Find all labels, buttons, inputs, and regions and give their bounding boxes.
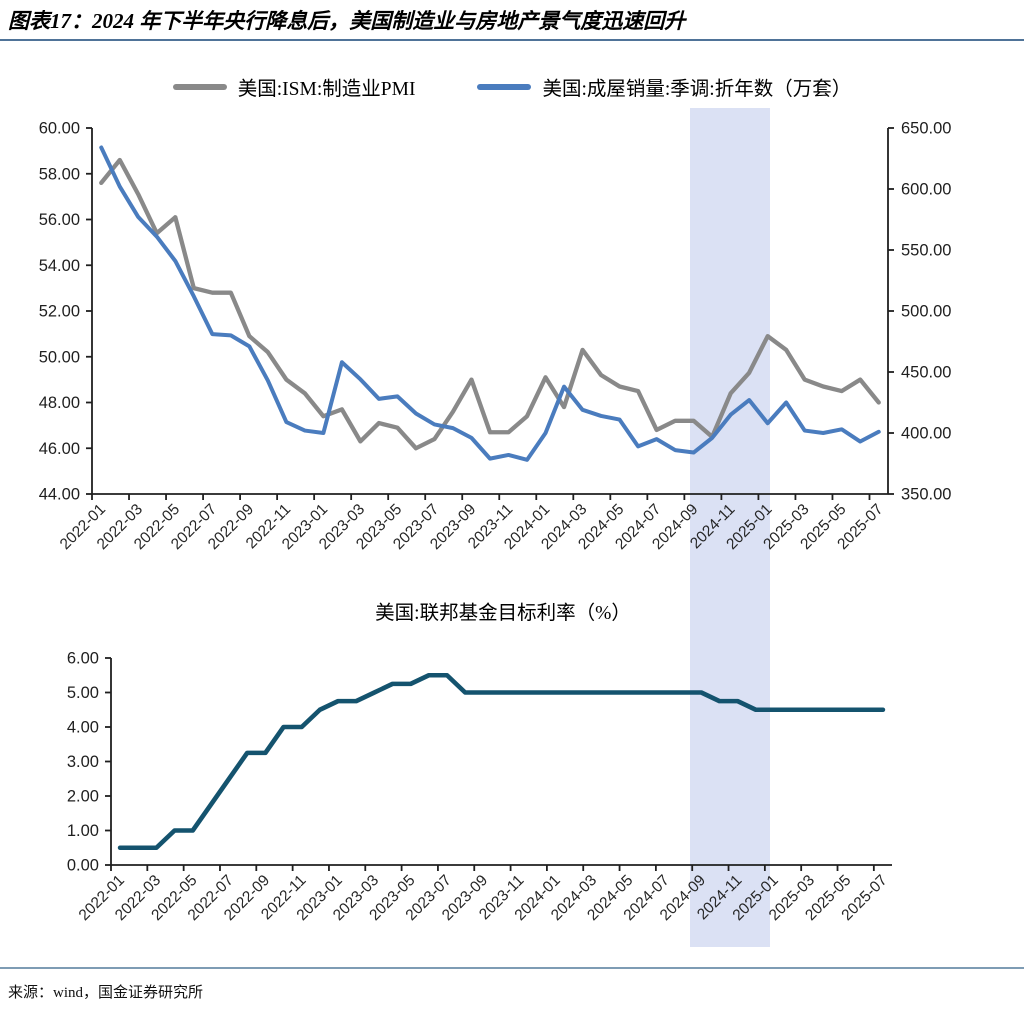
right-axis-tick-label: 550.00: [901, 242, 951, 260]
left-axis-tick-label: 56.00: [39, 211, 80, 229]
left-axis-tick-label: 58.00: [39, 165, 80, 183]
left-axis-tick-label: 60.00: [39, 120, 80, 138]
y-axis-tick-label: 6.00: [67, 650, 99, 668]
right-axis-tick-label: 350.00: [901, 486, 951, 504]
source-note: 来源：wind，国金证券研究所: [8, 985, 204, 1001]
y-axis-tick-label: 2.00: [67, 788, 99, 806]
title-rule: [0, 39, 1024, 41]
left-axis-tick-label: 44.00: [39, 486, 80, 504]
footer-rule: [0, 967, 1024, 969]
left-axis-tick-label: 46.00: [39, 440, 80, 458]
y-axis-tick-label: 1.00: [67, 822, 99, 840]
chart-legend: 美国:ISM:制造业PMI 美国:成屋销量:季调:折年数（万套）: [0, 72, 1024, 101]
pmi-line: [99, 157, 881, 451]
y-axis-tick-label: 3.00: [67, 753, 99, 771]
right-axis-tick-label: 600.00: [901, 181, 951, 199]
legend-label-home-sales: 美国:成屋销量:季调:折年数（万套）: [542, 79, 852, 100]
fed-funds-rate-chart: 6.005.004.003.002.001.000.002022-012022-…: [67, 650, 892, 924]
pmi-line-swatch: [172, 83, 227, 90]
y-axis-tick-label: 4.00: [67, 719, 99, 737]
left-axis-tick-label: 50.00: [39, 348, 80, 366]
legend-label-pmi: 美国:ISM:制造业PMI: [237, 79, 416, 100]
right-axis-tick-label: 500.00: [901, 303, 951, 321]
legend-item-home-sales: 美国:成屋销量:季调:折年数（万套）: [477, 72, 851, 101]
left-axis-tick-label: 48.00: [39, 394, 80, 412]
home-sales-line: [99, 145, 881, 462]
rate-line: [117, 672, 886, 851]
left-axis-tick-label: 54.00: [39, 257, 80, 275]
y-axis-tick-label: 5.00: [67, 684, 99, 702]
y-axis-tick-label: 0.00: [67, 857, 99, 875]
left-axis-tick-label: 52.00: [39, 303, 80, 321]
figure-title: 图表17：2024 年下半年央行降息后，美国制造业与房地产景气度迅速回升: [8, 9, 686, 33]
rate-chart-title: 美国:联邦基金目标利率（%）: [375, 603, 631, 624]
pmi-home-sales-chart: 60.00 58.00 56.00 54.00 52.00 50.00 48.00 46.00…: [39, 120, 952, 554]
legend-item-pmi: 美国:ISM:制造业PMI: [172, 72, 416, 101]
highlight-band: [689, 108, 770, 947]
right-axis-tick-label: 450.00: [901, 364, 951, 382]
right-axis-tick-label: 650.00: [901, 120, 951, 138]
home-sales-line-swatch: [477, 83, 532, 90]
right-axis-tick-label: 400.00: [901, 425, 951, 443]
